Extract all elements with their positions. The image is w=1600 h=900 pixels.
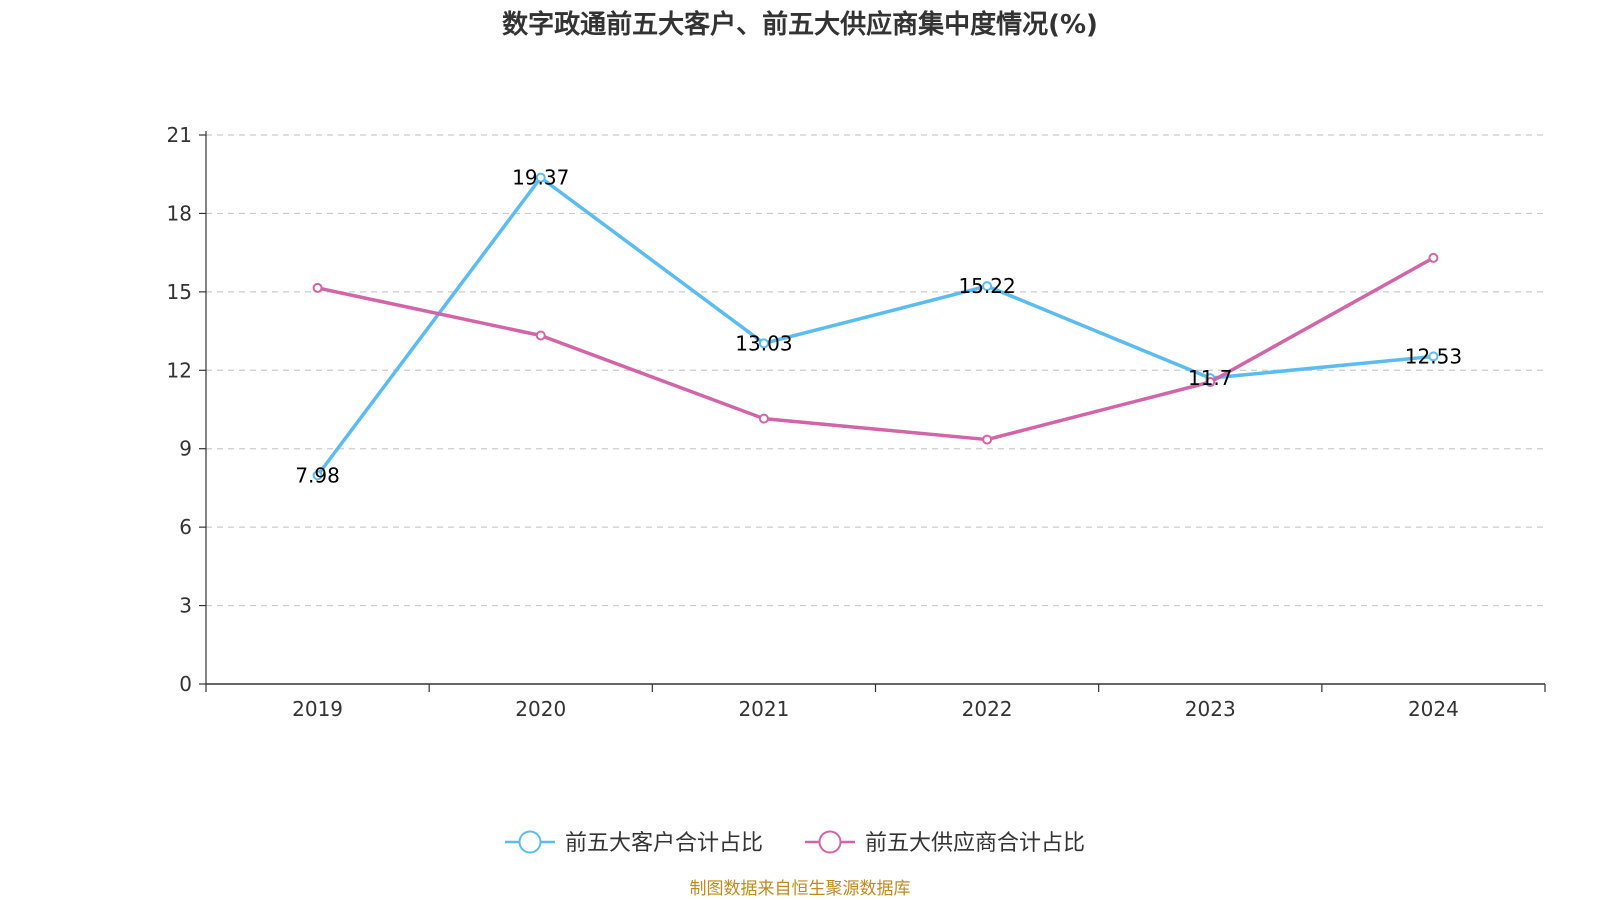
legend-marker-icon	[518, 830, 542, 854]
data-point[interactable]	[758, 338, 769, 349]
axes: 0 3 6 9 12 15 18 21 2019 2020 2021 2022 2023 2024	[167, 123, 1546, 721]
series-2	[312, 252, 1439, 445]
data-labels: 7.98 19.37 13.03 15.22 11.7 12.53	[295, 166, 1462, 488]
chart-title: 数字政通前五大客户、前五大供应商集中度情况(%)	[502, 9, 1098, 40]
x-tick-label: 2020	[515, 697, 566, 721]
y-tick-label: 6	[179, 515, 192, 539]
y-tick-label: 18	[167, 201, 192, 225]
grid-lines	[206, 134, 1545, 607]
y-tick-label: 9	[179, 437, 192, 461]
data-label: 11.7	[1188, 366, 1233, 390]
series-line	[316, 175, 1434, 477]
legend-label: 前五大客户合计占比	[565, 831, 763, 856]
data-point[interactable]	[982, 434, 993, 445]
source-note: 制图数据来自恒生聚源数据库	[690, 879, 911, 899]
data-point[interactable]	[312, 470, 323, 481]
series	[312, 172, 1439, 481]
x-tick-label: 2021	[738, 697, 789, 721]
y-tick-label: 21	[167, 123, 192, 147]
y-tick-label: 3	[179, 594, 192, 618]
data-point[interactable]	[1428, 252, 1439, 263]
series-line	[317, 256, 1435, 442]
legend-item[interactable]: 前五大供应商合计占比	[805, 830, 1085, 856]
data-label: 19.37	[512, 166, 569, 190]
x-tick-label: 2023	[1185, 697, 1236, 721]
data-point[interactable]	[982, 281, 993, 292]
data-point[interactable]	[312, 282, 323, 293]
legend-marker-icon	[818, 830, 842, 854]
y-tick-label: 12	[167, 358, 192, 382]
data-label: 12.53	[1405, 344, 1462, 368]
x-tick-label: 2019	[292, 697, 343, 721]
legend[interactable]: 前五大客户合计占比 前五大供应商合计占比	[505, 830, 1085, 856]
data-label: 7.98	[295, 463, 340, 487]
data-point[interactable]	[758, 413, 769, 424]
data-point[interactable]	[535, 172, 546, 183]
series-1	[312, 172, 1439, 481]
legend-item[interactable]: 前五大客户合计占比	[505, 830, 763, 856]
y-tick-label: 15	[167, 280, 192, 304]
data-label: 13.03	[735, 331, 792, 355]
legend-label: 前五大供应商合计占比	[865, 831, 1085, 856]
x-tick-label: 2024	[1408, 697, 1459, 721]
y-tick-label: 0	[179, 672, 192, 696]
x-tick-label: 2022	[962, 697, 1013, 721]
data-label: 15.22	[958, 274, 1015, 298]
data-point[interactable]	[1205, 377, 1216, 388]
data-point[interactable]	[535, 330, 546, 341]
data-point[interactable]	[1428, 351, 1439, 362]
